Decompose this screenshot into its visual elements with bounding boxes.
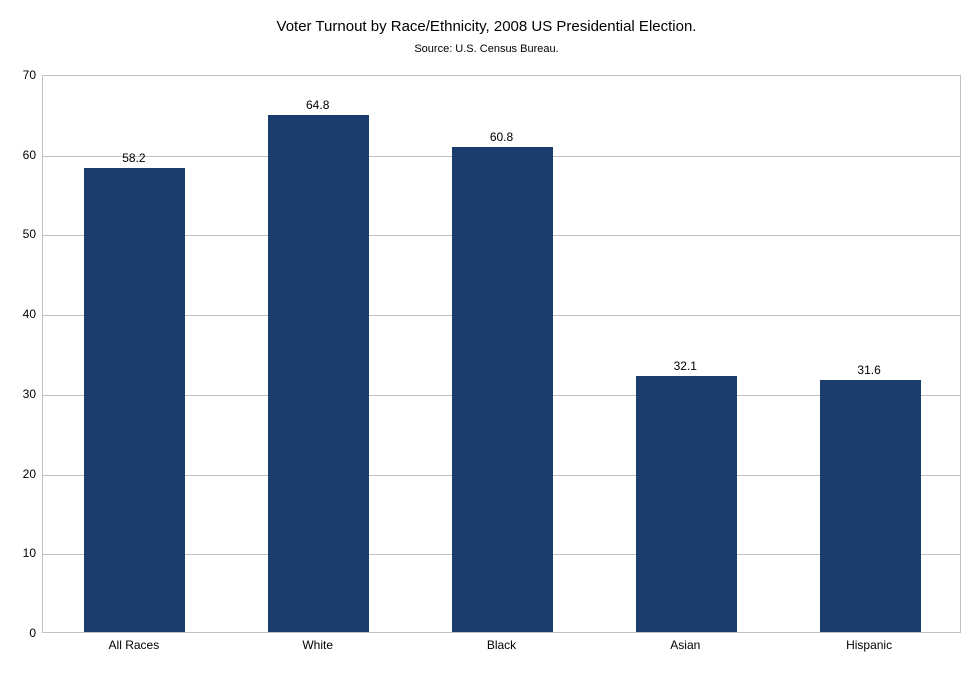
- y-tick-label: 10: [6, 546, 36, 560]
- bar-value-label: 58.2: [122, 151, 145, 165]
- x-tick-label: White: [302, 638, 333, 652]
- bar-value-label: 60.8: [490, 130, 513, 144]
- y-tick-label: 70: [6, 68, 36, 82]
- y-tick-label: 30: [6, 387, 36, 401]
- x-tick-label: Hispanic: [846, 638, 892, 652]
- chart-title: Voter Turnout by Race/Ethnicity, 2008 US…: [0, 0, 973, 35]
- chart-subtitle: Source: U.S. Census Bureau.: [0, 35, 973, 55]
- bar-value-label: 64.8: [306, 98, 329, 112]
- chart-container: Voter Turnout by Race/Ethnicity, 2008 US…: [0, 0, 973, 673]
- bar-value-label: 32.1: [674, 359, 697, 373]
- bar: [820, 380, 921, 632]
- y-tick-label: 40: [6, 307, 36, 321]
- bar: [452, 147, 553, 632]
- x-tick-label: All Races: [109, 638, 160, 652]
- y-tick-label: 0: [6, 626, 36, 640]
- y-tick-label: 60: [6, 148, 36, 162]
- bar: [268, 115, 369, 632]
- y-tick-label: 50: [6, 227, 36, 241]
- x-tick-label: Asian: [670, 638, 700, 652]
- y-tick-label: 20: [6, 467, 36, 481]
- bar: [636, 376, 737, 632]
- bar: [84, 168, 185, 632]
- plot-area: [42, 75, 961, 633]
- bar-value-label: 31.6: [857, 363, 880, 377]
- x-tick-label: Black: [487, 638, 516, 652]
